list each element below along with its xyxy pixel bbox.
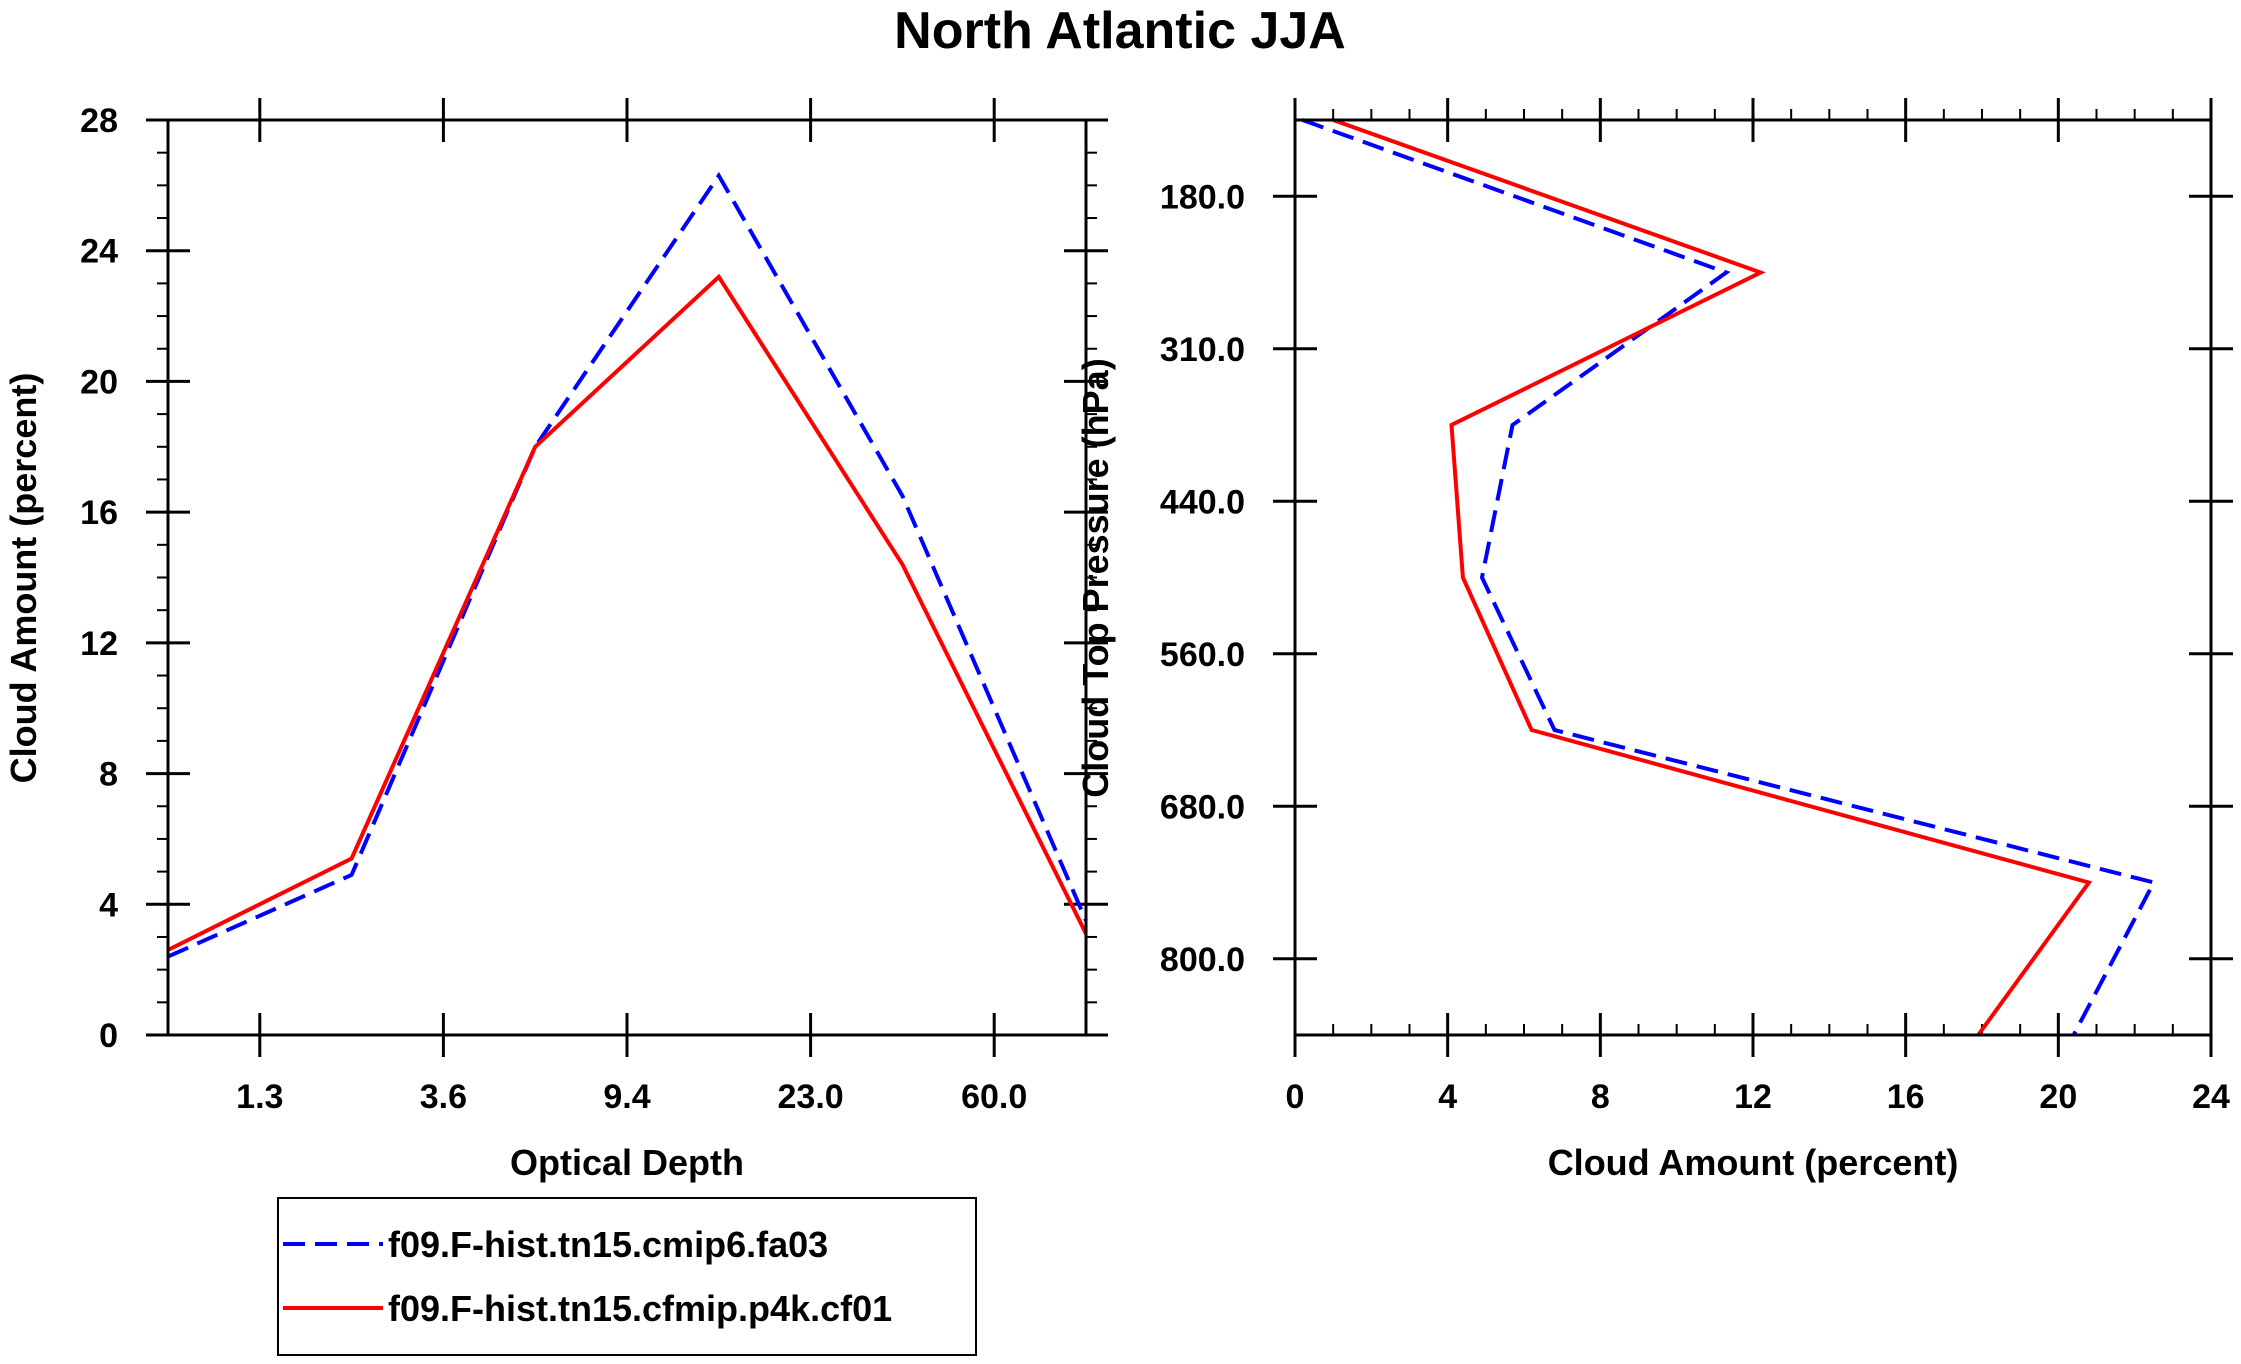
right-series-line-1 — [1301, 118, 2157, 1036]
right-x-tick-label: 0 — [1286, 1078, 1305, 1116]
right-y-tick-label: 560.0 — [1160, 636, 1245, 674]
left-series-line-1 — [167, 171, 1088, 959]
right-y-tick-label: 800.0 — [1160, 941, 1245, 979]
left-y-axis-label: Cloud Amount (percent) — [3, 373, 44, 784]
left-x-axis-label: Optical Depth — [510, 1142, 744, 1183]
right-plot-frame — [1293, 118, 2213, 1037]
legend-entry-2: f09.F-hist.tn15.cfmip.p4k.cf01 — [388, 1288, 892, 1329]
right-x-tick-label: 16 — [1887, 1078, 1925, 1116]
right-panel: 0 4 8 12 16 20 24 180.0 310.0 440.0 560.0 680.0 800.… — [1075, 98, 2233, 1183]
left-x-tick-label: 3.6 — [420, 1078, 467, 1116]
right-y-axis-label: Cloud Top Pressure (hPa) — [1075, 358, 1116, 797]
legend: f09.F-hist.tn15.cmip6.fa03 f09.F-hist.tn… — [277, 1197, 977, 1356]
right-x-axis-label: Cloud Amount (percent) — [1548, 1142, 1959, 1183]
left-y-tick-label: 8 — [99, 756, 118, 794]
left-y-tick-label: 4 — [99, 886, 118, 924]
right-plot-marks: 0 4 8 12 16 20 24 180.0 310.0 440.0 560.0 680.0 800.… — [1160, 98, 2233, 1116]
right-y-tick-label: 440.0 — [1160, 483, 1245, 521]
left-x-tick-label: 23.0 — [778, 1078, 844, 1116]
left-x-tick-label: 9.4 — [603, 1078, 650, 1116]
left-series-line-2 — [167, 273, 1088, 952]
right-series-line-2 — [1332, 118, 2093, 1037]
legend-box — [277, 1197, 977, 1356]
right-y-tick-label: 680.0 — [1160, 788, 1245, 826]
left-y-tick-label: 20 — [80, 363, 118, 401]
right-x-tick-label: 12 — [1734, 1078, 1772, 1116]
left-panel: 0 4 8 12 16 20 24 28 1.3 3.6 9.4 23.0 60.0 Optical D… — [3, 98, 1108, 1183]
left-y-tick-label: 28 — [80, 102, 118, 140]
right-x-tick-label: 4 — [1438, 1078, 1457, 1116]
right-x-tick-label: 24 — [2192, 1078, 2230, 1116]
right-x-tick-label: 8 — [1591, 1078, 1610, 1116]
legend-entry-1: f09.F-hist.tn15.cmip6.fa03 — [388, 1224, 828, 1265]
left-plot-marks: 0 4 8 12 16 20 24 28 1.3 3.6 9.4 23.0 60.0 — [80, 98, 1108, 1116]
left-y-tick-label: 0 — [99, 1017, 118, 1055]
left-y-tick-label: 16 — [80, 494, 118, 532]
left-plot-frame — [166, 118, 1088, 1037]
right-y-tick-label: 180.0 — [1160, 178, 1245, 216]
right-y-tick-label: 310.0 — [1160, 331, 1245, 369]
left-y-tick-label: 12 — [80, 625, 118, 663]
figure-title: North Atlantic JJA — [894, 2, 1346, 60]
right-x-tick-label: 20 — [2039, 1078, 2077, 1116]
left-x-tick-label: 60.0 — [961, 1078, 1027, 1116]
left-y-tick-label: 24 — [80, 233, 118, 271]
left-x-tick-label: 1.3 — [236, 1078, 283, 1116]
